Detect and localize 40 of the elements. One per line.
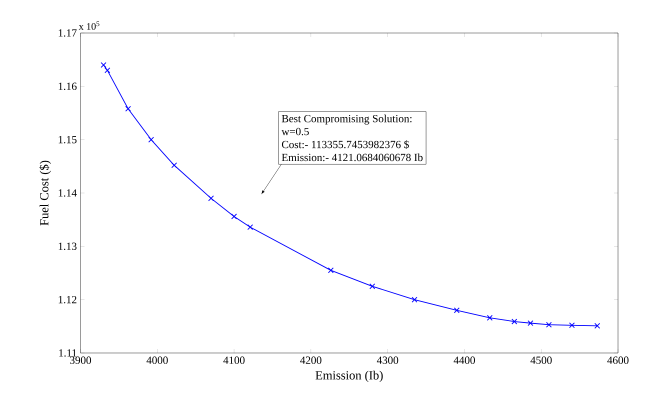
annotation: Best Compromising Solution: xyxy=(282,114,412,125)
x-tick-label: 4500 xyxy=(530,356,552,364)
point xyxy=(511,318,518,324)
point xyxy=(104,67,110,74)
y-tick-label: 1.17 xyxy=(58,29,77,37)
point xyxy=(247,224,254,230)
y-tick-label: 1.16 xyxy=(58,82,77,90)
point xyxy=(486,314,493,321)
point xyxy=(231,214,237,220)
y-tick-label: 1.11 xyxy=(59,349,76,357)
x-tick-label: 4600 xyxy=(607,356,629,364)
y-tick-label: 1.13 xyxy=(58,242,77,250)
x-tick-label: 4100 xyxy=(223,356,245,364)
x-tick-label: 4400 xyxy=(454,356,475,364)
point xyxy=(369,283,376,290)
y-axis-title: Fuel Cost ($) xyxy=(39,160,51,226)
x-tick-label: 4300 xyxy=(376,356,398,364)
y-tick-label: 1.12 xyxy=(58,296,76,304)
point xyxy=(594,322,600,329)
point xyxy=(569,322,575,328)
annotation: Cost:- 113355.7453982376 $ xyxy=(282,140,409,149)
point xyxy=(100,62,106,68)
point xyxy=(125,106,132,112)
point xyxy=(208,195,214,202)
x-tick-label: 4200 xyxy=(300,356,322,364)
point xyxy=(171,162,178,168)
point xyxy=(454,307,460,314)
y-tick-label: 1.14 xyxy=(58,189,77,197)
point xyxy=(546,322,552,328)
point xyxy=(328,267,334,274)
point xyxy=(148,136,154,143)
annotation: w=0.5 xyxy=(282,128,309,136)
point xyxy=(528,320,534,326)
x-tick-label: 4000 xyxy=(146,356,168,364)
x-axis-title: Emission (Ib) xyxy=(316,370,383,382)
y-tick-label: 1.15 xyxy=(58,136,77,144)
text: x 10$^{5}$ xyxy=(78,22,100,30)
annotation: Emission:- 4121.0684060678 Ib xyxy=(282,153,423,162)
point xyxy=(412,296,418,303)
x-tick-label: 3900 xyxy=(70,356,92,364)
